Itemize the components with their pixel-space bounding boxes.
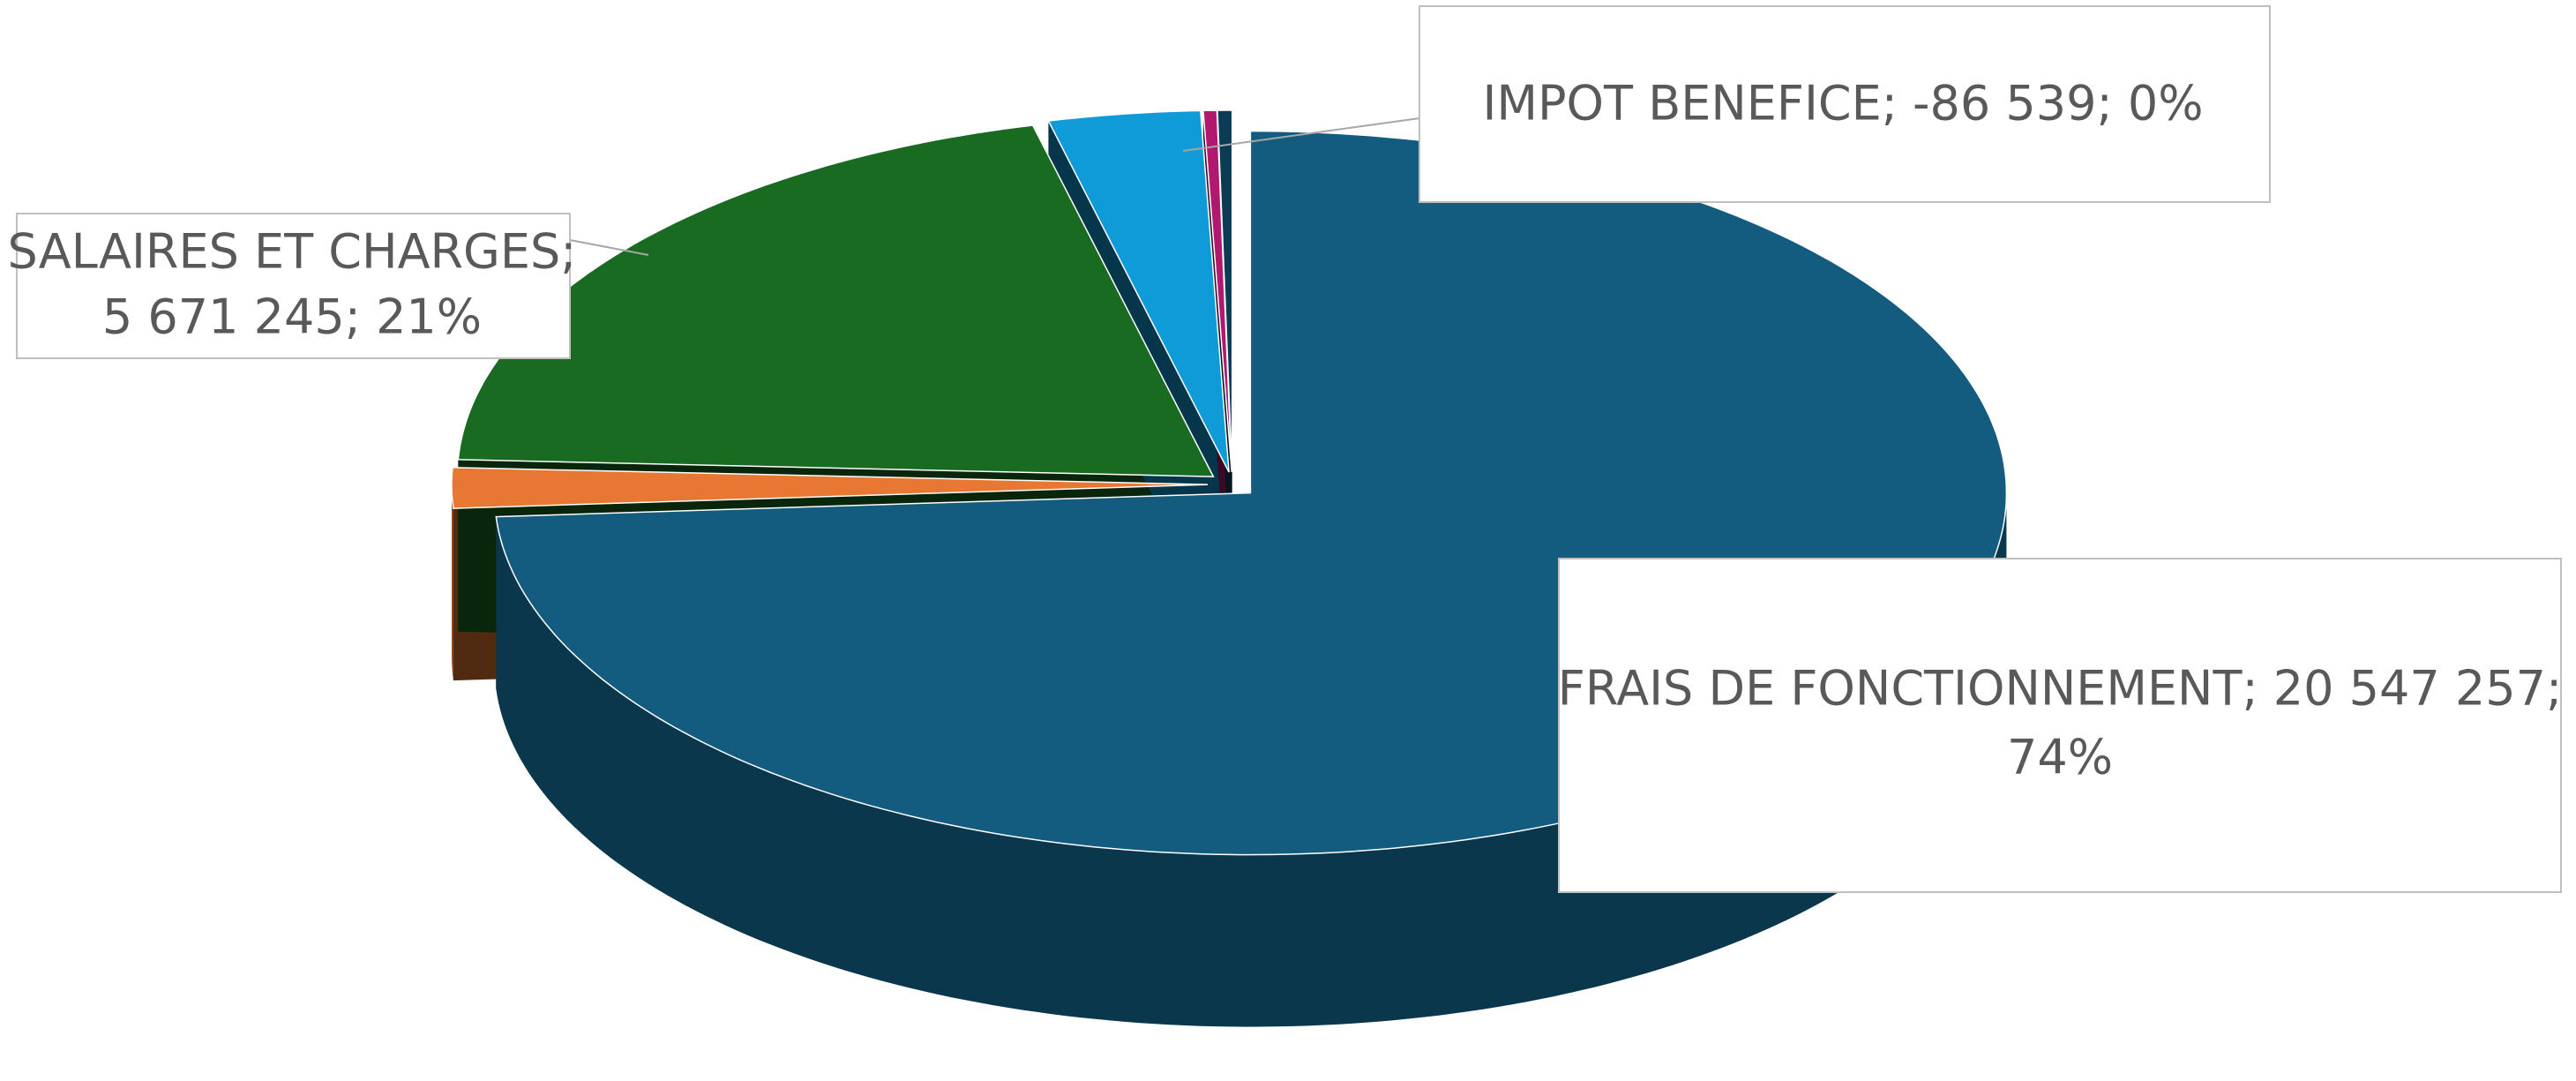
slice: [1217, 109, 1233, 473]
label-box: [16, 213, 571, 359]
leader-line: [569, 239, 649, 256]
label-impot: IMPOT BENEFICE; -86 539; 0%: [1182, 5, 2271, 203]
data-label: 74%: [2007, 730, 2113, 785]
data-label: 5 671 245; 21%: [102, 289, 482, 345]
slice: [1047, 109, 1230, 473]
slice: [457, 124, 1215, 477]
slice-side: [452, 484, 453, 681]
label-salaires: SALAIRES ET CHARGES; 5 671 245; 21%: [8, 213, 649, 359]
slice-side: [496, 492, 2007, 1027]
label-frais: FRAIS DE FONCTIONNEMENT; 20 547 257; 74%: [1558, 558, 2562, 893]
leader-line: [1182, 117, 1420, 152]
label-box: [1558, 558, 2562, 893]
data-label: IMPOT BENEFICE; -86 539; 0%: [1482, 76, 2203, 131]
label-box: [1419, 5, 2271, 203]
slice: [451, 467, 1209, 509]
data-label: SALAIRES ET CHARGES;: [8, 224, 577, 280]
data-label: FRAIS DE FONCTIONNEMENT; 20 547 257;: [1558, 661, 2562, 717]
slice-sides: [452, 484, 2007, 1027]
